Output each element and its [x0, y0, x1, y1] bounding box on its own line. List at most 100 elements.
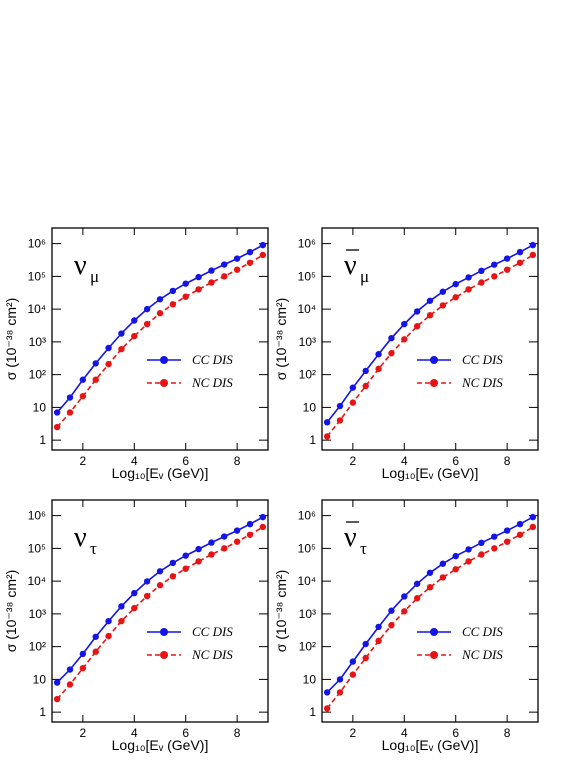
- series-line: [326, 526, 534, 709]
- data-point: [105, 360, 112, 368]
- y-tick-label: 10⁵: [298, 269, 316, 283]
- x-tick-label: 2: [80, 454, 87, 468]
- data-point: [53, 679, 61, 686]
- data-point: [465, 286, 472, 293]
- x-tick-label: 8: [504, 454, 511, 468]
- legend-label: NC DIS: [191, 647, 233, 662]
- data-point: [233, 266, 241, 273]
- data-point: [323, 419, 331, 426]
- data-point: [388, 334, 395, 342]
- data-point: [452, 280, 459, 288]
- data-point: [143, 320, 151, 328]
- data-point: [465, 546, 472, 553]
- data-point: [413, 580, 421, 587]
- data-point: [388, 622, 395, 629]
- legend-marker: [160, 651, 168, 659]
- x-tick-label: 6: [182, 726, 189, 740]
- data-point: [131, 604, 138, 612]
- panel: 2 4 6 8 1 10 10² 10³ 10⁴ 10⁵ 10⁶ Log₁₀[Eᵥ (GeV)] σ (…: [273, 499, 539, 753]
- data-point: [439, 574, 447, 581]
- data-point: [491, 533, 498, 540]
- data-point: [66, 409, 74, 416]
- series-line: [326, 516, 534, 693]
- data-point: [516, 531, 524, 538]
- data-point: [349, 384, 357, 391]
- data-point: [529, 241, 537, 249]
- data-point: [246, 531, 254, 538]
- data-point: [131, 332, 138, 340]
- panel-label: ν: [74, 250, 87, 281]
- data-point: [516, 248, 524, 256]
- y-tick-label: 10³: [299, 607, 316, 621]
- data-point: [401, 608, 408, 615]
- y-axis-label: σ (10⁻³⁸ cm²): [273, 298, 289, 381]
- x-axis-label: Log₁₀[Eᵥ (GeV)]: [112, 737, 209, 753]
- data-point: [246, 520, 254, 528]
- legend-marker: [160, 356, 168, 364]
- data-point: [66, 681, 74, 688]
- data-point: [208, 539, 215, 546]
- y-tick-label: 10³: [29, 607, 46, 621]
- data-point: [208, 279, 215, 286]
- panel-label-sub: μ: [90, 267, 99, 286]
- data-point: [426, 569, 434, 576]
- data-point: [413, 595, 421, 602]
- data-point: [169, 287, 177, 295]
- data-point: [169, 301, 177, 308]
- legend-label: NC DIS: [191, 375, 233, 390]
- y-tick-label: 10⁵: [298, 541, 316, 555]
- y-tick-label: 10²: [29, 640, 46, 654]
- data-point: [413, 308, 421, 315]
- y-tick-label: 10⁵: [28, 541, 46, 555]
- x-tick-label: 4: [131, 454, 138, 468]
- data-point: [195, 545, 202, 553]
- data-point: [221, 545, 228, 552]
- data-point: [92, 648, 99, 655]
- data-point: [233, 527, 241, 534]
- plot-frame: [51, 227, 269, 451]
- y-tick-label: 1: [39, 705, 46, 719]
- data-point: [208, 551, 215, 558]
- data-point: [105, 344, 112, 352]
- data-point: [349, 399, 357, 406]
- y-tick-label: 1: [309, 433, 316, 447]
- data-point: [465, 274, 472, 281]
- data-point: [143, 578, 151, 585]
- y-tick-label: 10⁴: [297, 302, 316, 316]
- legend-label: CC DIS: [462, 352, 503, 367]
- x-tick-label: 4: [401, 726, 408, 740]
- data-point: [53, 423, 61, 431]
- data-point: [195, 558, 202, 565]
- data-point: [233, 538, 241, 545]
- x-axis-label: Log₁₀[Eᵥ (GeV)]: [382, 737, 479, 753]
- data-point: [375, 351, 382, 358]
- data-point: [426, 584, 434, 591]
- data-point: [401, 320, 408, 328]
- data-point: [465, 558, 472, 565]
- legend-marker: [430, 651, 438, 659]
- x-tick-label: 4: [131, 726, 138, 740]
- y-tick-label: 10⁴: [27, 302, 46, 316]
- series-line: [56, 254, 264, 428]
- data-point: [362, 367, 369, 375]
- panel-label: ν: [74, 522, 87, 553]
- y-tick-label: 10⁶: [28, 509, 46, 523]
- y-tick-label: 10: [303, 672, 317, 686]
- data-point: [156, 310, 164, 317]
- panel-label-sub: μ: [360, 267, 369, 286]
- data-point: [66, 666, 74, 673]
- x-tick-label: 6: [182, 454, 189, 468]
- data-point: [478, 551, 485, 558]
- y-tick-label: 10⁶: [298, 509, 316, 523]
- y-tick-label: 10: [303, 400, 317, 414]
- data-point: [323, 705, 331, 712]
- data-point: [375, 365, 382, 373]
- series-line: [326, 254, 534, 437]
- data-point: [182, 565, 189, 572]
- panel: 2 4 6 8 1 10 10² 10³ 10⁴ 10⁵ 10⁶ Log₁₀[Eᵥ (GeV)] σ (…: [3, 499, 269, 753]
- legend-label: CC DIS: [192, 352, 233, 367]
- data-point: [336, 417, 344, 424]
- data-point: [259, 251, 267, 259]
- panel-label: ν: [344, 522, 357, 553]
